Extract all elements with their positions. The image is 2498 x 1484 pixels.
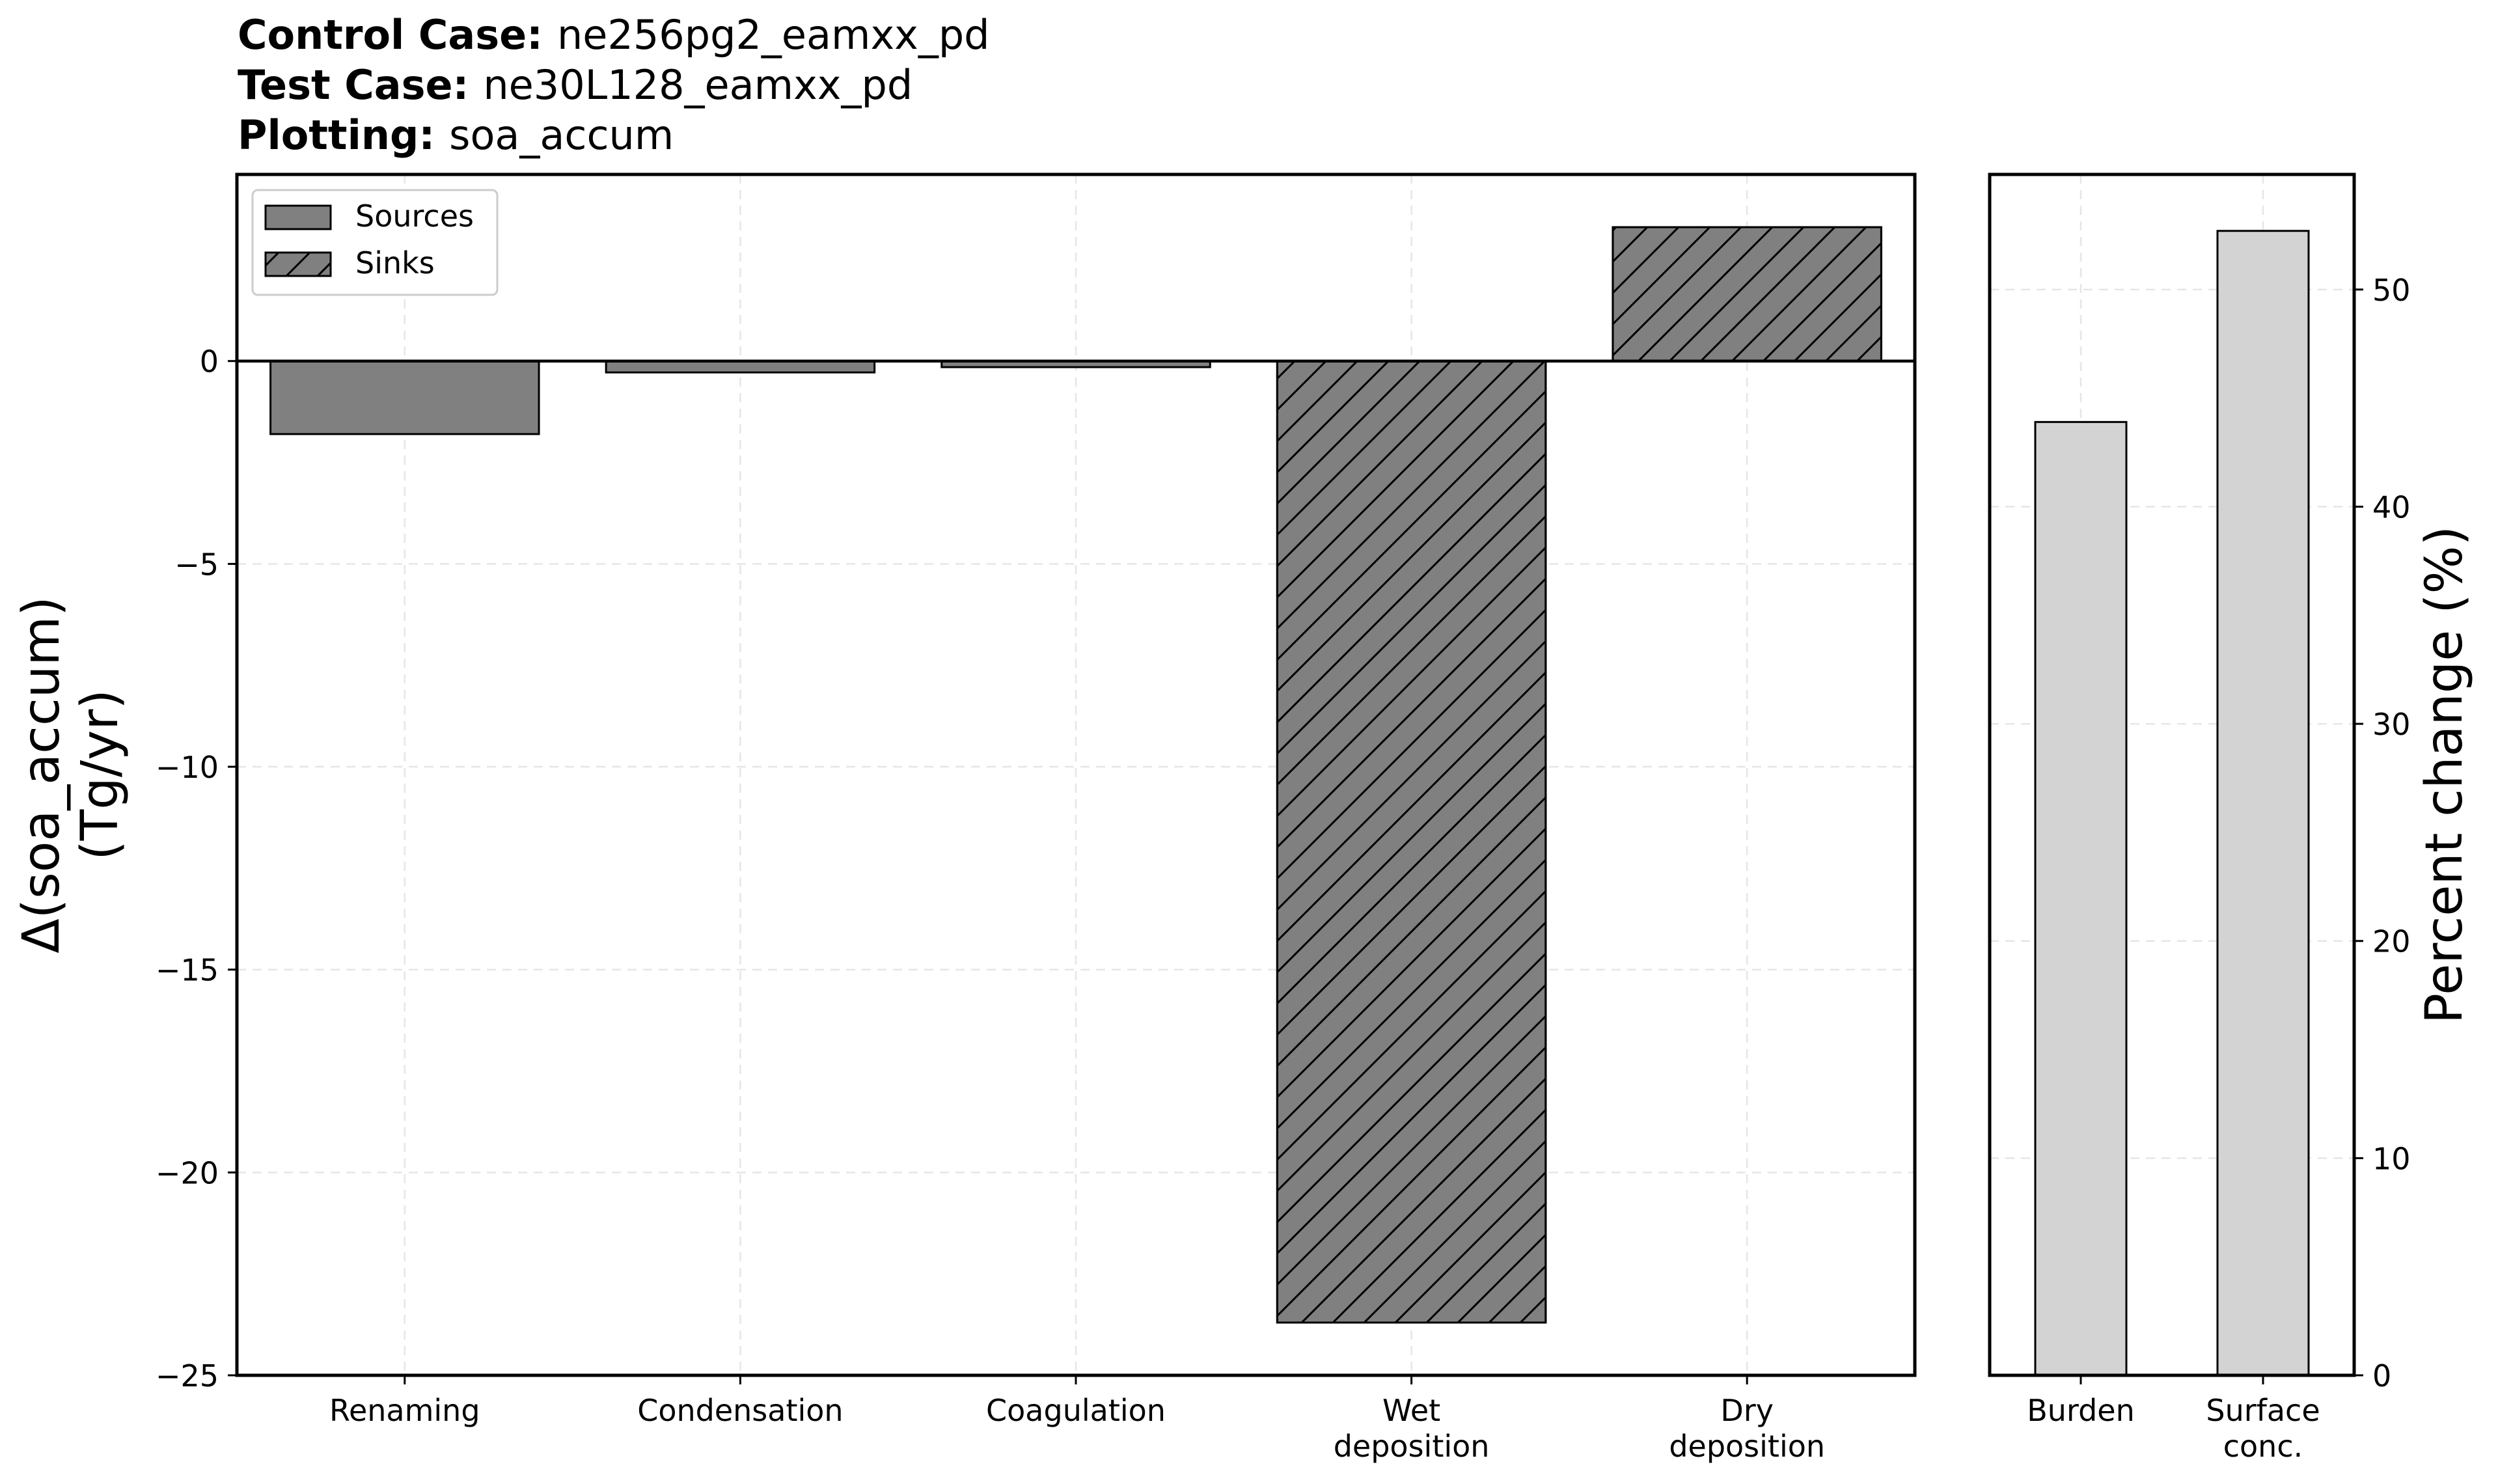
y-tick-label: −25	[156, 1358, 219, 1394]
control-case-row: Control Case: ne256pg2_eamxx_pd	[238, 11, 990, 59]
bar-wet-deposition-hatch	[1276, 360, 1547, 1324]
x-tick-label-burden: Burden	[2027, 1393, 2134, 1428]
plotting-value: soa_accum	[449, 111, 674, 159]
y-axis-label-right: Percent change (%)	[2415, 526, 2474, 1024]
bar-burden	[2034, 420, 2128, 1377]
y-axis-label-line: (Tg/yr)	[71, 689, 130, 860]
control-case-label: Control Case	[238, 11, 527, 59]
y-axis-label: Δ(soa_accum)(Tg/yr)	[12, 596, 130, 953]
plot-frame	[1988, 172, 2356, 1377]
y-axis-label-line: Δ(soa_accum)	[12, 596, 71, 953]
y-tick-label: −10	[156, 750, 219, 785]
bar-condensation	[605, 360, 876, 374]
legend: Sources Sinks	[251, 189, 499, 296]
legend-swatch-sinks-hatch	[264, 251, 332, 277]
process-rate-chart: 0 −5 −10 −15 −20 −25 Renaming Condensation Coagu…	[12, 172, 1917, 1464]
test-case-label: Test Case	[238, 61, 453, 109]
x-tick-label-condensation: Condensation	[637, 1393, 843, 1428]
plotting-label: Plotting	[238, 111, 419, 159]
x-tick-label-renaming: Renaming	[329, 1393, 480, 1428]
bar-surface-conc	[2216, 230, 2310, 1377]
plot-frame	[235, 172, 1917, 1377]
legend-swatch-sources	[264, 204, 332, 230]
x-tick-label-deposition: deposition	[1669, 1429, 1825, 1464]
y-tick-label: 0	[2372, 1358, 2391, 1394]
y-tick-label: 20	[2372, 924, 2411, 959]
x-tick-label-dry: Dry	[1720, 1393, 1774, 1428]
plotting-row: Plotting: soa_accum	[238, 111, 674, 159]
y-tick-label: −20	[156, 1155, 219, 1190]
test-case-row: Test Case: ne30L128_eamxx_pd	[238, 61, 913, 109]
legend-label-sources: Sources	[355, 199, 474, 234]
y-tick-label: 40	[2372, 489, 2411, 525]
y-tick-label: 10	[2372, 1141, 2411, 1176]
bar-dry-deposition-hatch	[1612, 226, 1882, 363]
test-case-value: ne30L128_eamxx_pd	[483, 61, 913, 109]
y-tick-label: −5	[174, 547, 219, 582]
x-tick-label-wet: Wet	[1382, 1393, 1440, 1428]
chart-header: Control Case: ne256pg2_eamxx_pd Test Case…	[238, 10, 990, 160]
x-tick-label-deposition: deposition	[1334, 1429, 1490, 1464]
bar-renaming	[269, 360, 540, 435]
control-case-value: ne256pg2_eamxx_pd	[556, 11, 990, 59]
x-tick-label-conc: conc.	[2223, 1429, 2303, 1464]
x-tick-label-surface: Surface	[2206, 1393, 2320, 1428]
y-tick-label: 50	[2372, 273, 2411, 308]
y-tick-label: 0	[200, 344, 219, 379]
y-tick-label: −15	[156, 953, 219, 988]
y-tick-label: 30	[2372, 707, 2411, 742]
legend-label-sinks: Sinks	[355, 245, 435, 281]
x-tick-label-coagulation: Coagulation	[986, 1393, 1166, 1428]
